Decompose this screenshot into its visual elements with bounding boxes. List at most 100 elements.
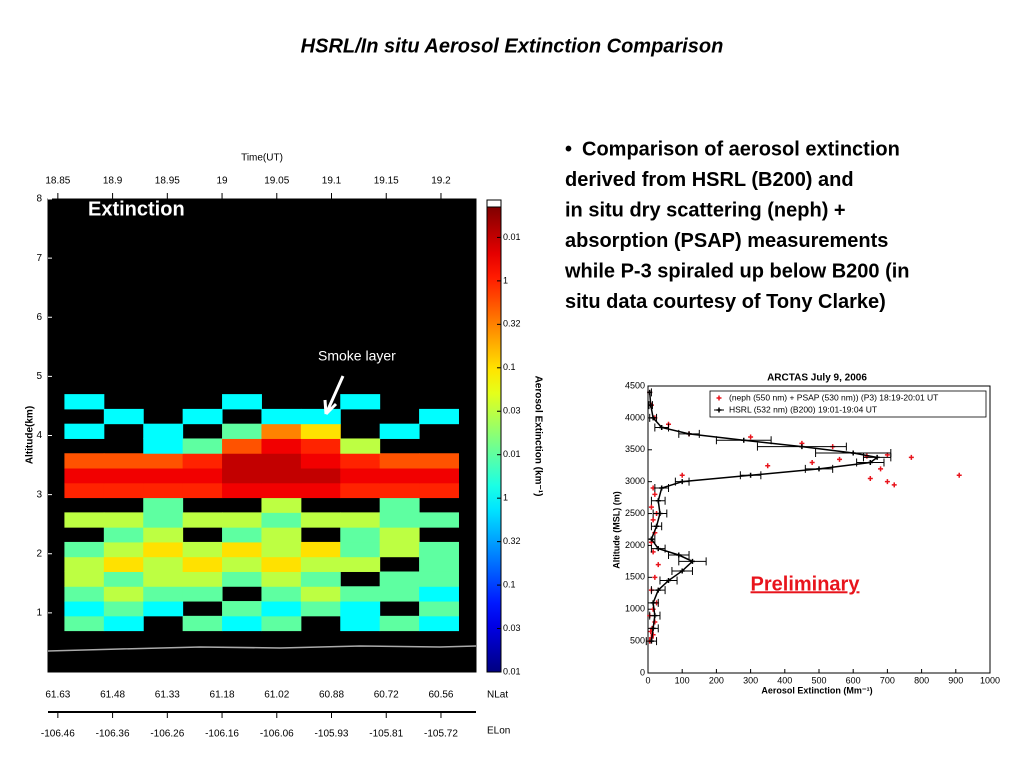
elon-title: ELon	[487, 726, 510, 737]
x-tick-label: 900	[948, 675, 963, 685]
y-tick-label: 6	[36, 312, 42, 323]
data-point	[650, 600, 656, 606]
colorbar-tick-label: 0.1	[503, 579, 516, 589]
data-point	[657, 511, 663, 517]
data-point	[666, 578, 672, 584]
heat-cell	[261, 601, 302, 617]
y-tick-label: 5	[36, 371, 42, 382]
colorbar-tick-label: 0.32	[503, 319, 521, 329]
data-point	[679, 568, 685, 574]
heat-cell	[182, 408, 223, 425]
data-point	[655, 546, 661, 552]
colorbar-tick-label: 0.32	[503, 536, 521, 546]
heat-cell	[64, 556, 105, 572]
heat-cell	[143, 527, 184, 543]
y-tick-label: 500	[630, 635, 645, 645]
data-point	[837, 456, 843, 462]
data-point	[650, 517, 656, 523]
y-axis-title: Altitude (MSL) (m)	[611, 491, 621, 568]
heat-cell	[340, 615, 381, 632]
heat-cell	[419, 586, 459, 602]
heat-cell	[340, 438, 381, 454]
colorbar-tick-label: 0.01	[503, 449, 521, 459]
heat-cell	[103, 556, 144, 572]
colorbar-tick-label: 1	[503, 493, 508, 503]
heat-cell	[261, 438, 302, 454]
data-point	[908, 454, 914, 460]
x-tick-label: 1000	[980, 675, 1000, 685]
x-tick-label: 0	[645, 675, 650, 685]
x-tick-label: 200	[709, 675, 724, 685]
heat-cell	[419, 408, 459, 425]
heat-cell	[182, 571, 223, 587]
heat-cell	[222, 423, 262, 439]
heat-cell	[261, 527, 302, 543]
x-tick-label: 19.2	[431, 176, 451, 187]
heat-cell	[64, 586, 105, 602]
heat-cell	[419, 556, 459, 572]
elon-label: -106.16	[205, 729, 239, 740]
heat-cell	[103, 615, 144, 632]
elon-label: -105.93	[315, 729, 349, 740]
heat-cell	[143, 468, 184, 484]
heat-cell	[300, 586, 341, 602]
y-tick-label: 2500	[625, 508, 645, 518]
elon-label: -105.81	[369, 729, 403, 740]
data-point	[809, 460, 815, 466]
heat-cell	[419, 468, 459, 484]
data-point	[652, 491, 658, 497]
x-tick-label: 19.05	[264, 176, 289, 187]
y-tick-label: 0	[640, 667, 645, 677]
bullet-line: in situ dry scattering (neph) +	[565, 199, 846, 221]
heat-cell	[222, 601, 262, 617]
legend-box	[709, 390, 987, 418]
nlat-label: 61.33	[155, 690, 180, 701]
y-tick-label: 3	[36, 489, 42, 500]
heat-cell	[379, 497, 420, 513]
elon-label: -106.06	[260, 729, 294, 740]
heat-cell	[261, 482, 302, 499]
heat-cell	[340, 586, 381, 602]
heat-cell	[222, 468, 262, 484]
elon-label: -105.72	[424, 729, 458, 740]
heat-cell	[222, 453, 262, 469]
plot-frame	[647, 385, 991, 674]
data-point	[850, 450, 856, 456]
elon-label: -106.36	[96, 729, 130, 740]
heat-cell	[64, 423, 105, 439]
heat-cell	[182, 512, 223, 528]
heat-cell	[103, 541, 144, 558]
heat-cell	[300, 556, 341, 572]
heat-cell	[143, 512, 184, 528]
y-tick-label: 4	[36, 430, 42, 441]
heat-cell	[261, 541, 302, 558]
heat-cell	[419, 453, 459, 469]
heat-cell	[143, 556, 184, 572]
heat-cell	[379, 423, 420, 439]
x-tick-label: 19	[216, 176, 228, 187]
nlat-label: 60.56	[428, 690, 453, 701]
heat-cell	[419, 482, 459, 499]
heat-cell	[261, 423, 302, 439]
x-tick-label: 18.85	[45, 176, 70, 187]
heat-cell	[143, 586, 184, 602]
heat-cell	[340, 527, 381, 543]
heat-cell	[419, 541, 459, 558]
heat-cell	[182, 556, 223, 572]
nlat-label: 61.18	[210, 690, 235, 701]
y-tick-label: 3500	[625, 444, 645, 454]
x-tick-label: 19.1	[322, 176, 342, 187]
y-tick-label: 8	[36, 194, 42, 205]
heat-cell	[261, 512, 302, 528]
heat-cell	[143, 541, 184, 558]
data-point	[799, 444, 805, 450]
legend-label: HSRL (532 nm) (B200) 19:01-19:04 UT	[729, 404, 877, 414]
heat-cell	[300, 541, 341, 558]
data-point	[648, 402, 654, 408]
heat-cell	[300, 512, 341, 528]
heat-cell	[103, 571, 144, 587]
bullet-line: while P-3 spiraled up below B200 (in	[564, 260, 910, 282]
y-tick-label: 2000	[625, 540, 645, 550]
nlat-label: 61.63	[45, 690, 70, 701]
